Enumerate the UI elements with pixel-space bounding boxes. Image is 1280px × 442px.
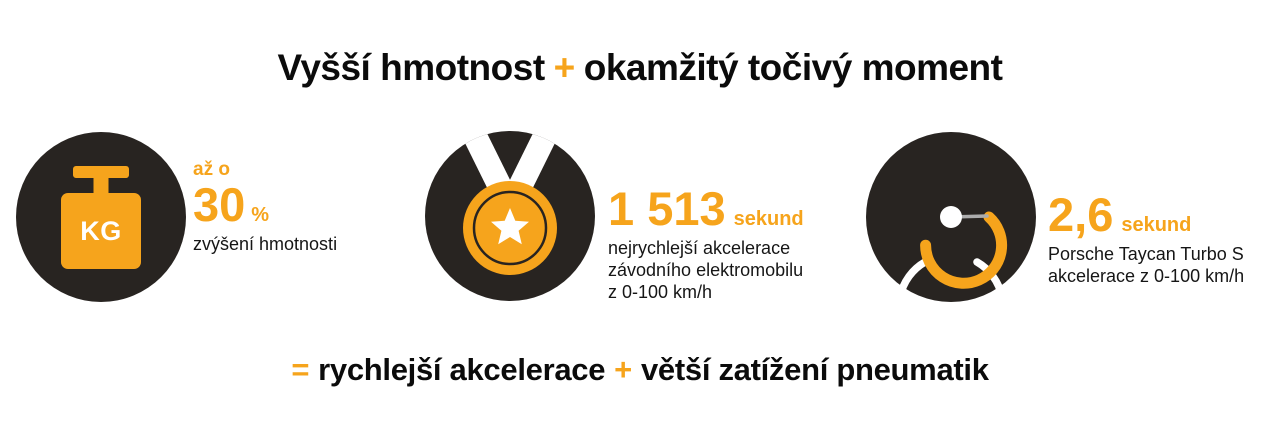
desc-line: závodního elektromobilu: [608, 260, 804, 280]
speedometer-stat-unit: sekund: [1121, 214, 1192, 236]
footer-text-right: větší zatížení pneumatik: [640, 352, 989, 387]
speedometer-stat-text: 2,6 sekund Porsche Taycan Turbo S akceler…: [1048, 190, 1280, 287]
speedometer-stat-circle: [866, 132, 1036, 363]
medal-stat-value-row: 1 513 sekund: [608, 185, 878, 232]
speedometer-stat-description: Porsche Taycan Turbo S akcelerace z 0-10…: [1048, 243, 1280, 287]
title-text-left: Vyšší hmotnost: [277, 47, 546, 88]
footer-equals-sign: =: [291, 352, 310, 387]
weight-stat-description: zvýšení hmotnosti: [193, 233, 413, 255]
medal-stat-value: 1 513: [608, 182, 726, 235]
desc-line: zvýšení hmotnosti: [193, 234, 338, 254]
title-text-right: okamžitý točivý moment: [583, 47, 1003, 88]
kg-weight-icon: KG: [16, 132, 186, 302]
page-title: Vyšší hmotnost + okamžitý točivý moment: [0, 47, 1280, 89]
weight-stat-value-row: 30%: [193, 181, 413, 228]
medal-stat-description: nejrychlejší akcelerace závodního elektr…: [608, 237, 878, 303]
speedometer-stat-value: 2,6: [1048, 188, 1114, 241]
weight-stat-value: 30: [193, 178, 246, 231]
speedometer-icon: [866, 132, 1036, 363]
title-plus-sign: +: [553, 47, 576, 88]
footer-text-left: rychlejší akcelerace: [318, 352, 606, 387]
footer-plus-sign: +: [614, 352, 632, 387]
medal-stat-unit: sekund: [733, 208, 804, 230]
weight-stat-unit: %: [251, 204, 270, 226]
medal-star-icon: [425, 131, 595, 301]
weight-stat-circle: KG: [16, 132, 186, 302]
footer-equation: = rychlejší akcelerace + větší zatížení pne…: [0, 352, 1280, 388]
desc-line: Porsche Taycan Turbo S: [1048, 244, 1244, 264]
desc-line: nejrychlejší akcelerace: [608, 238, 791, 258]
medal-stat-circle: [425, 131, 595, 301]
desc-line: z 0-100 km/h: [608, 282, 713, 302]
kg-icon-label: KG: [80, 216, 122, 246]
speedometer-stat-value-row: 2,6 sekund: [1048, 191, 1280, 238]
desc-line: akcelerace z 0-100 km/h: [1048, 266, 1245, 286]
weight-stat-text: až o 30% zvýšení hmotnosti: [193, 160, 413, 255]
weight-stat-prefix: až o: [193, 159, 230, 180]
medal-stat-text: 1 513 sekund nejrychlejší akcelerace závo…: [608, 184, 878, 303]
